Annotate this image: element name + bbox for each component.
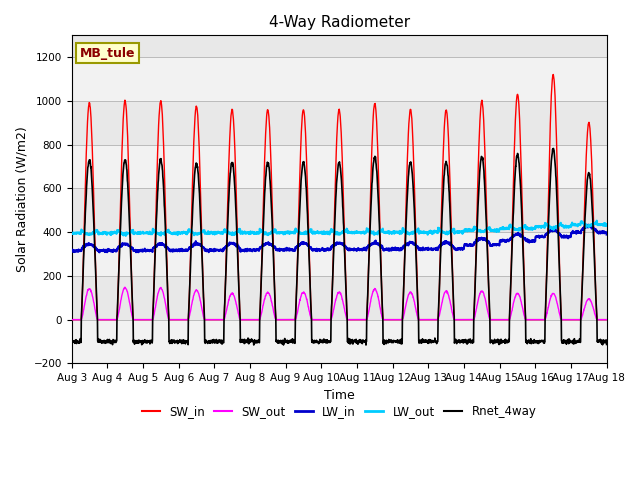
Bar bbox=[72, 232, 607, 276]
Text: MB_tule: MB_tule bbox=[79, 47, 135, 60]
Y-axis label: Solar Radiation (W/m2): Solar Radiation (W/m2) bbox=[15, 127, 28, 272]
Bar bbox=[72, 57, 607, 101]
Legend: SW_in, SW_out, LW_in, LW_out, Rnet_4way: SW_in, SW_out, LW_in, LW_out, Rnet_4way bbox=[137, 401, 541, 423]
Title: 4-Way Radiometer: 4-Way Radiometer bbox=[269, 15, 410, 30]
Bar bbox=[72, 320, 607, 363]
X-axis label: Time: Time bbox=[324, 389, 355, 402]
Bar bbox=[72, 144, 607, 189]
